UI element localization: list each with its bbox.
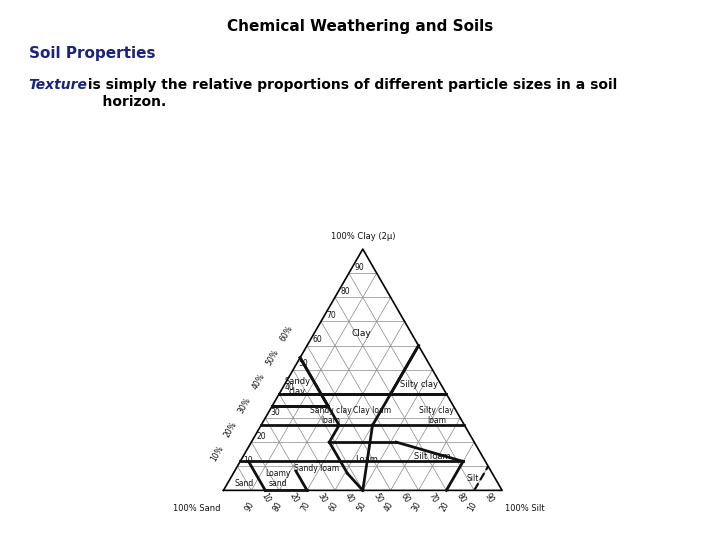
Text: Silty clay
loam: Silty clay loam [419, 406, 454, 426]
Text: 90: 90 [243, 500, 256, 513]
Text: 50: 50 [371, 492, 384, 505]
Text: 10: 10 [260, 492, 272, 504]
Text: 10%: 10% [209, 444, 225, 463]
Text: 20: 20 [438, 500, 451, 513]
Text: Silt loam: Silt loam [414, 452, 451, 461]
Text: 100% Clay (2μ): 100% Clay (2μ) [330, 232, 395, 241]
Text: 50: 50 [355, 500, 368, 513]
Text: Chemical Weathering and Soils: Chemical Weathering and Soils [227, 19, 493, 34]
Text: 90: 90 [354, 263, 364, 272]
Text: 20%: 20% [222, 420, 239, 440]
Text: 40: 40 [343, 492, 356, 505]
Text: Sandy clay
loam: Sandy clay loam [310, 406, 351, 426]
Text: Sand: Sand [235, 478, 254, 488]
Text: 20: 20 [257, 431, 266, 441]
Text: 80: 80 [455, 492, 467, 504]
Text: 100% Sand: 100% Sand [174, 504, 221, 514]
Text: 70: 70 [327, 311, 336, 320]
Text: 40: 40 [285, 383, 294, 393]
Text: 70: 70 [300, 500, 312, 513]
Text: Clay: Clay [351, 329, 372, 338]
Text: 60: 60 [327, 500, 340, 513]
Text: 80: 80 [341, 287, 350, 296]
Text: Sandy loam: Sandy loam [294, 464, 339, 473]
Text: 40: 40 [383, 500, 395, 513]
Text: 30%: 30% [236, 396, 253, 415]
Text: Silt: Silt [467, 474, 479, 483]
Text: Clay loam: Clay loam [354, 406, 392, 415]
Text: Soil Properties: Soil Properties [29, 46, 156, 61]
Text: 60: 60 [312, 335, 323, 344]
Text: 40%: 40% [251, 372, 266, 391]
Text: Loam: Loam [356, 455, 379, 463]
Text: 70: 70 [427, 492, 439, 505]
Text: 30: 30 [411, 500, 423, 513]
Text: 100% Silt: 100% Silt [505, 504, 544, 514]
Text: 50%: 50% [264, 348, 281, 367]
Text: 20: 20 [287, 492, 300, 504]
Text: Sandy
clay: Sandy clay [284, 377, 310, 396]
Text: 30: 30 [315, 492, 328, 505]
Text: 30: 30 [271, 408, 281, 416]
Text: 90: 90 [482, 492, 495, 505]
Text: 10: 10 [243, 456, 253, 465]
Text: is simply the relative proportions of different particle sizes in a soil
    hor: is simply the relative proportions of di… [83, 78, 617, 109]
Text: 60%: 60% [279, 323, 294, 343]
Text: Texture: Texture [29, 78, 88, 92]
Text: Silty clay: Silty clay [400, 380, 438, 389]
Text: 50: 50 [299, 359, 308, 368]
Text: Loamy
sand: Loamy sand [265, 469, 290, 488]
Text: 10: 10 [467, 500, 479, 513]
Text: 60: 60 [399, 492, 412, 505]
Text: 80: 80 [271, 500, 284, 513]
